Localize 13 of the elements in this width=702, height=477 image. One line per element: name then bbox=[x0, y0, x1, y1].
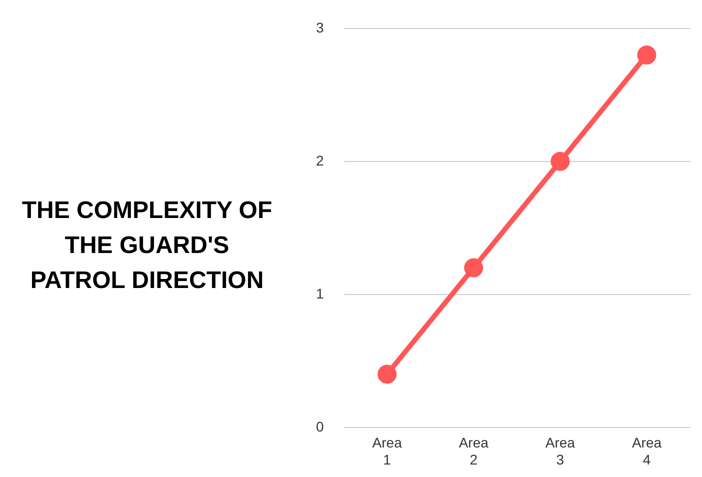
x-tick-label: Area 3 bbox=[545, 434, 576, 468]
y-tick-label: 3 bbox=[316, 19, 324, 36]
point bbox=[550, 152, 570, 171]
point bbox=[637, 46, 656, 64]
x-tick-label: Area 4 bbox=[632, 434, 662, 468]
x-tick-label: Area 2 bbox=[458, 434, 489, 468]
y-tick-label: 0 bbox=[316, 418, 324, 434]
point bbox=[378, 364, 397, 384]
x-tick-label: Area 1 bbox=[372, 434, 402, 468]
y-tick-label: 1 bbox=[316, 285, 324, 302]
y-tick-label: 2 bbox=[316, 152, 324, 168]
point bbox=[464, 258, 484, 278]
text: THE COMPLEXITY OF THE GUARD'S PATROL DIRECTION bbox=[20, 196, 274, 296]
